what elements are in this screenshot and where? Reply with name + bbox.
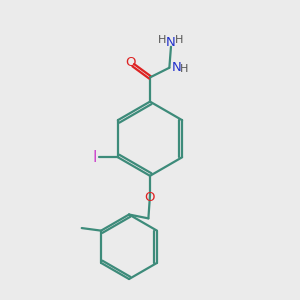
Text: O: O: [145, 191, 155, 204]
Text: O: O: [126, 56, 136, 69]
Text: N: N: [165, 36, 175, 50]
Text: N: N: [172, 61, 182, 74]
Text: H: H: [158, 35, 166, 45]
Text: H: H: [180, 64, 188, 74]
Text: H: H: [175, 35, 183, 45]
Text: I: I: [92, 150, 97, 165]
